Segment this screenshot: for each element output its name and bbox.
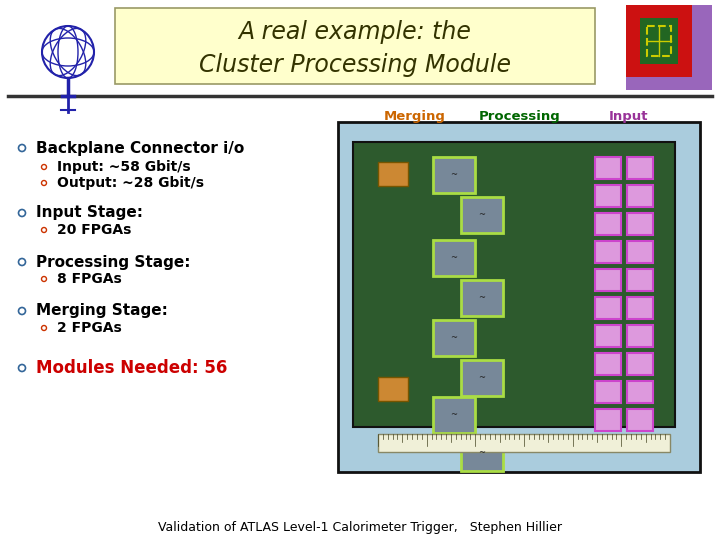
Text: 20 FPGAs: 20 FPGAs [57,223,131,237]
Bar [595,381,621,403]
Bar [461,435,503,471]
Bar [627,353,653,375]
Text: Output: ~28 Gbit/s: Output: ~28 Gbit/s [57,176,204,190]
Text: Merging: Merging [384,110,446,123]
Bar [433,157,475,193]
Bar [378,162,408,186]
Bar [461,280,503,316]
Bar [378,377,408,401]
Bar [627,325,653,347]
Text: Input: ~58 Gbit/s: Input: ~58 Gbit/s [57,160,191,174]
Text: Input: Input [608,110,648,123]
Bar [626,72,712,90]
Text: ~: ~ [479,374,485,382]
Bar [595,269,621,291]
Text: Processing: Processing [479,110,561,123]
Bar [627,241,653,263]
Text: Modules Needed: 56: Modules Needed: 56 [36,359,228,377]
Bar [595,241,621,263]
Text: ~: ~ [479,294,485,302]
Bar [433,240,475,276]
Bar [627,185,653,207]
Text: 2 FPGAs: 2 FPGAs [57,321,122,335]
Text: Validation of ATLAS Level-1 Calorimeter Trigger,   Stephen Hillier: Validation of ATLAS Level-1 Calorimeter … [158,522,562,535]
Bar [647,26,671,56]
Text: Backplane Connector i/o: Backplane Connector i/o [36,140,244,156]
Bar [595,297,621,319]
Bar [627,157,653,179]
Bar [461,360,503,396]
Text: Processing Stage:: Processing Stage: [36,254,191,269]
Bar [627,409,653,431]
Bar [338,122,700,472]
Bar [353,142,675,427]
Bar [595,157,621,179]
Bar [595,353,621,375]
FancyBboxPatch shape [115,8,595,84]
Bar [595,185,621,207]
Bar [378,434,670,452]
Bar [640,18,678,64]
Text: ~: ~ [451,334,457,342]
Bar [461,197,503,233]
Bar [686,5,712,79]
Bar [595,213,621,235]
Text: ~: ~ [451,253,457,262]
Bar [627,381,653,403]
Text: A real example: the: A real example: the [238,20,472,44]
Bar [433,320,475,356]
Text: ~: ~ [451,410,457,420]
Text: Cluster Processing Module: Cluster Processing Module [199,53,511,77]
Text: 8 FPGAs: 8 FPGAs [57,272,122,286]
Text: Input Stage:: Input Stage: [36,206,143,220]
Bar [595,325,621,347]
Bar [595,409,621,431]
Text: ~: ~ [451,171,457,179]
Text: ~: ~ [479,449,485,457]
Bar [627,213,653,235]
Bar [626,5,692,77]
Text: Merging Stage:: Merging Stage: [36,303,168,319]
Bar [433,397,475,433]
Bar [627,297,653,319]
Text: ~: ~ [479,211,485,219]
Bar [627,269,653,291]
